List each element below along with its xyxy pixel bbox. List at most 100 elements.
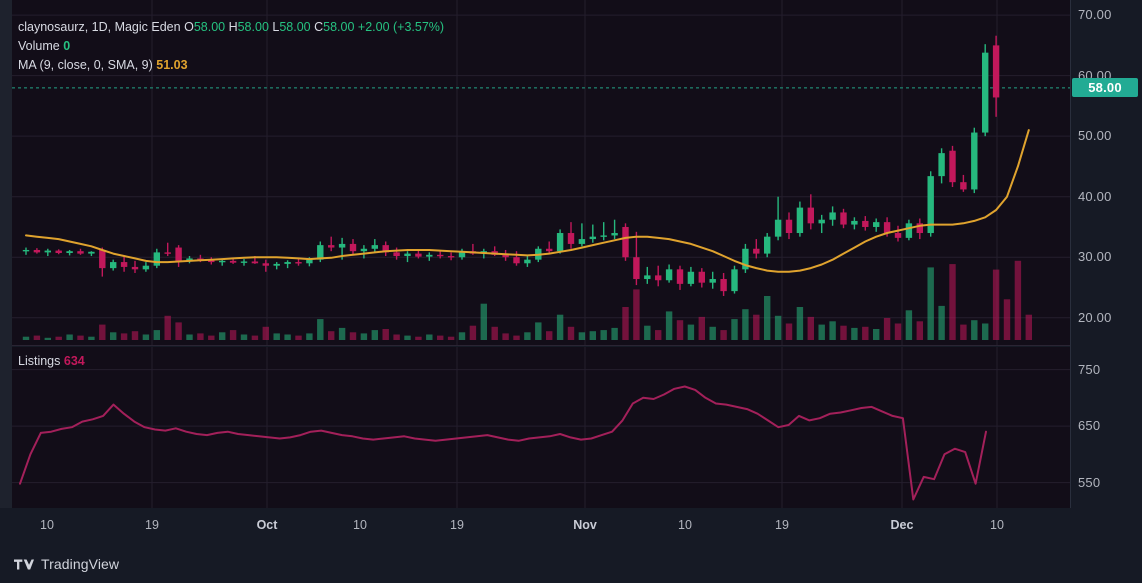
listings-axis-tick: 550 (1078, 474, 1101, 490)
candle (807, 194, 814, 230)
volume-bar (360, 333, 368, 340)
axis-divider (1070, 0, 1071, 543)
candle (240, 259, 248, 266)
price-axis[interactable]: 70.00 60.00 50.00 40.00 30.00 20.00 750 650 550 (1070, 0, 1142, 508)
volume-bar (665, 311, 673, 340)
volume-bar (873, 329, 880, 340)
volume-bar (796, 307, 804, 340)
time-axis-tick: Dec (890, 518, 914, 532)
candle (175, 245, 182, 267)
volume-bar (578, 332, 586, 340)
volume-bar (44, 337, 51, 340)
volume-bar (175, 322, 182, 340)
candle (764, 233, 771, 258)
volume-bar (633, 289, 640, 340)
candle (796, 201, 804, 237)
listings-chart-svg[interactable] (12, 347, 1070, 508)
candle (360, 245, 368, 259)
candle (960, 174, 967, 192)
volume-bar (764, 296, 771, 340)
candle (262, 259, 269, 272)
price-chart-svg[interactable] (12, 0, 1070, 345)
candle (99, 247, 106, 277)
price-axis-tick: 70.00 (1078, 7, 1112, 23)
tradingview-logo-icon (14, 559, 34, 569)
time-axis[interactable]: 10 19 Oct 10 19 Nov 10 19 Dec 10 (0, 508, 1142, 543)
candle (153, 248, 160, 269)
price-axis-tick: 30.00 (1078, 249, 1112, 265)
listings-axis-tick: 650 (1078, 418, 1101, 434)
candle (349, 239, 357, 255)
listings-pane[interactable] (12, 347, 1070, 508)
volume-bar (851, 327, 858, 340)
volume-bar (219, 332, 226, 340)
candle (742, 243, 749, 273)
volume-bar (687, 324, 695, 340)
candle (873, 218, 880, 232)
volume-bar (458, 332, 466, 340)
volume-bar (513, 335, 520, 340)
candle (753, 239, 760, 259)
volume-bar (807, 316, 814, 340)
candle (862, 216, 869, 231)
candle (611, 219, 618, 240)
candle (328, 236, 335, 252)
volume-bar (622, 307, 629, 340)
candle (665, 264, 673, 283)
volume-bar (720, 330, 727, 340)
pane-divider (12, 345, 1142, 346)
candle (731, 265, 738, 294)
volume-bar (971, 320, 978, 340)
candle (774, 196, 782, 241)
tradingview-watermark[interactable]: TradingView (14, 556, 119, 572)
volume-bar (774, 315, 782, 340)
volume-bar (753, 314, 760, 340)
candle (164, 242, 171, 257)
candle (142, 262, 150, 272)
volume-bar (273, 333, 280, 340)
volume-bar (982, 323, 989, 340)
volume-bar (164, 315, 171, 340)
volume-bar (99, 324, 106, 340)
volume-bar (556, 314, 564, 340)
volume-bar (284, 334, 291, 340)
candle (676, 265, 684, 290)
volume-bar (589, 331, 596, 340)
volume-bar (1025, 314, 1032, 340)
volume-bar (535, 322, 542, 340)
candle (371, 239, 378, 253)
time-axis-tick: 10 (40, 518, 54, 532)
volume-bar (567, 326, 575, 340)
price-pane[interactable] (12, 0, 1070, 345)
volume-bar (55, 336, 62, 340)
volume-bar (785, 323, 793, 340)
candle (720, 272, 727, 296)
ma-line (25, 129, 1030, 273)
candle (622, 223, 629, 261)
candle (644, 266, 651, 284)
candle (513, 251, 520, 266)
candle (971, 127, 978, 194)
candle (66, 249, 73, 256)
volume-bar (33, 335, 41, 340)
candle (284, 260, 291, 269)
volume-bar (742, 309, 749, 340)
candle (698, 268, 705, 288)
volume-bar (469, 325, 477, 340)
candle (44, 248, 51, 257)
volume-bar (142, 334, 150, 340)
volume-bar (916, 321, 923, 340)
candle (546, 241, 553, 254)
volume-bar (502, 333, 509, 340)
candle (840, 208, 847, 229)
volume-bar (480, 303, 487, 340)
volume-bar (862, 326, 869, 340)
volume-bar (22, 336, 30, 340)
volume-bar (437, 335, 444, 340)
candle (186, 256, 193, 264)
candle (687, 266, 695, 287)
candle (785, 212, 793, 240)
price-axis-tick: 40.00 (1078, 188, 1112, 204)
volume-bar (338, 327, 346, 340)
